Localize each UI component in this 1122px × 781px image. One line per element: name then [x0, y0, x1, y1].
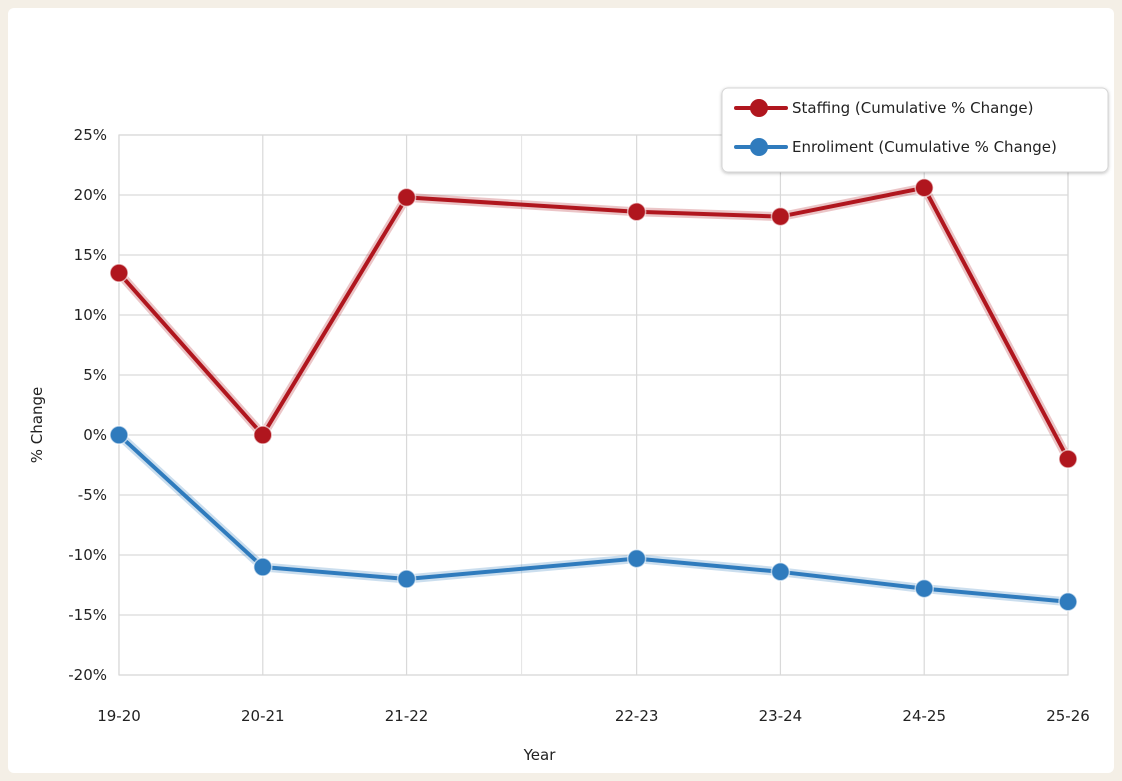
y-tick-label: 20%: [74, 186, 107, 204]
y-tick-labels: 25% 20% 15% 10% 5% 0% -5% -10% -15% -20%: [68, 126, 107, 684]
line-chart: 25% 20% 15% 10% 5% 0% -5% -10% -15% -20% 19-20 20-…: [28, 87, 1109, 764]
series-line-glow: [114, 430, 1073, 607]
series-line: [117, 185, 1070, 461]
legend-box: [721, 87, 1109, 173]
y-tick-label: -20%: [68, 666, 107, 684]
legend-item: Enroliment (Cumulative % Change): [734, 138, 1057, 156]
legend-marker: [750, 138, 768, 156]
data-point: [626, 548, 647, 569]
data-point: [396, 187, 417, 208]
data-point: [253, 425, 273, 445]
legend: Staffing (Cumulative % Change) Enroliment…: [721, 87, 1109, 173]
series-line-glow: [114, 183, 1073, 464]
data-point: [914, 178, 934, 198]
data-point: [770, 206, 791, 227]
data-point: [914, 578, 934, 599]
x-tick-label: 22-23: [615, 707, 659, 725]
data-point: [1058, 449, 1078, 469]
y-tick-label: 0%: [83, 426, 107, 444]
legend-label: Enroliment (Cumulative % Change): [792, 138, 1057, 156]
legend-marker: [750, 99, 768, 117]
data-point: [396, 569, 417, 589]
y-axis-title: % Change: [28, 387, 46, 463]
data-point: [626, 202, 647, 222]
data-point: [1058, 592, 1078, 612]
legend-label: Staffing (Cumulative % Change): [792, 99, 1033, 117]
series-0: [109, 178, 1078, 469]
y-tick-label: 10%: [74, 306, 107, 324]
series-1: [109, 425, 1078, 612]
data-point: [253, 557, 273, 577]
x-tick-label: 23-24: [759, 707, 803, 725]
data-point: [770, 562, 791, 582]
x-tick-label: 19-20: [97, 707, 141, 725]
data-point: [109, 425, 129, 445]
series-line: [117, 433, 1070, 604]
y-tick-label: -10%: [68, 546, 107, 564]
x-tick-label: 24-25: [902, 707, 946, 725]
y-tick-label: 15%: [74, 246, 107, 264]
x-tick-label: 21-22: [385, 707, 429, 725]
series-layer: [109, 178, 1078, 612]
y-tick-label: 25%: [74, 126, 107, 144]
chart-frame: 25% 20% 15% 10% 5% 0% -5% -10% -15% -20% 19-20 20-…: [8, 8, 1114, 773]
x-tick-label: 25-26: [1046, 707, 1090, 725]
y-tick-label: -15%: [68, 606, 107, 624]
x-tick-labels: 19-20 20-21 21-22 22-23 23-24 24-25 25-26: [97, 707, 1090, 725]
legend-item: Staffing (Cumulative % Change): [734, 99, 1033, 117]
x-tick-label: 20-21: [241, 707, 285, 725]
y-tick-label: 5%: [83, 366, 107, 384]
data-point: [109, 263, 129, 283]
x-axis-title: Year: [523, 746, 557, 764]
grid: [118, 134, 1069, 676]
y-tick-label: -5%: [78, 486, 107, 504]
